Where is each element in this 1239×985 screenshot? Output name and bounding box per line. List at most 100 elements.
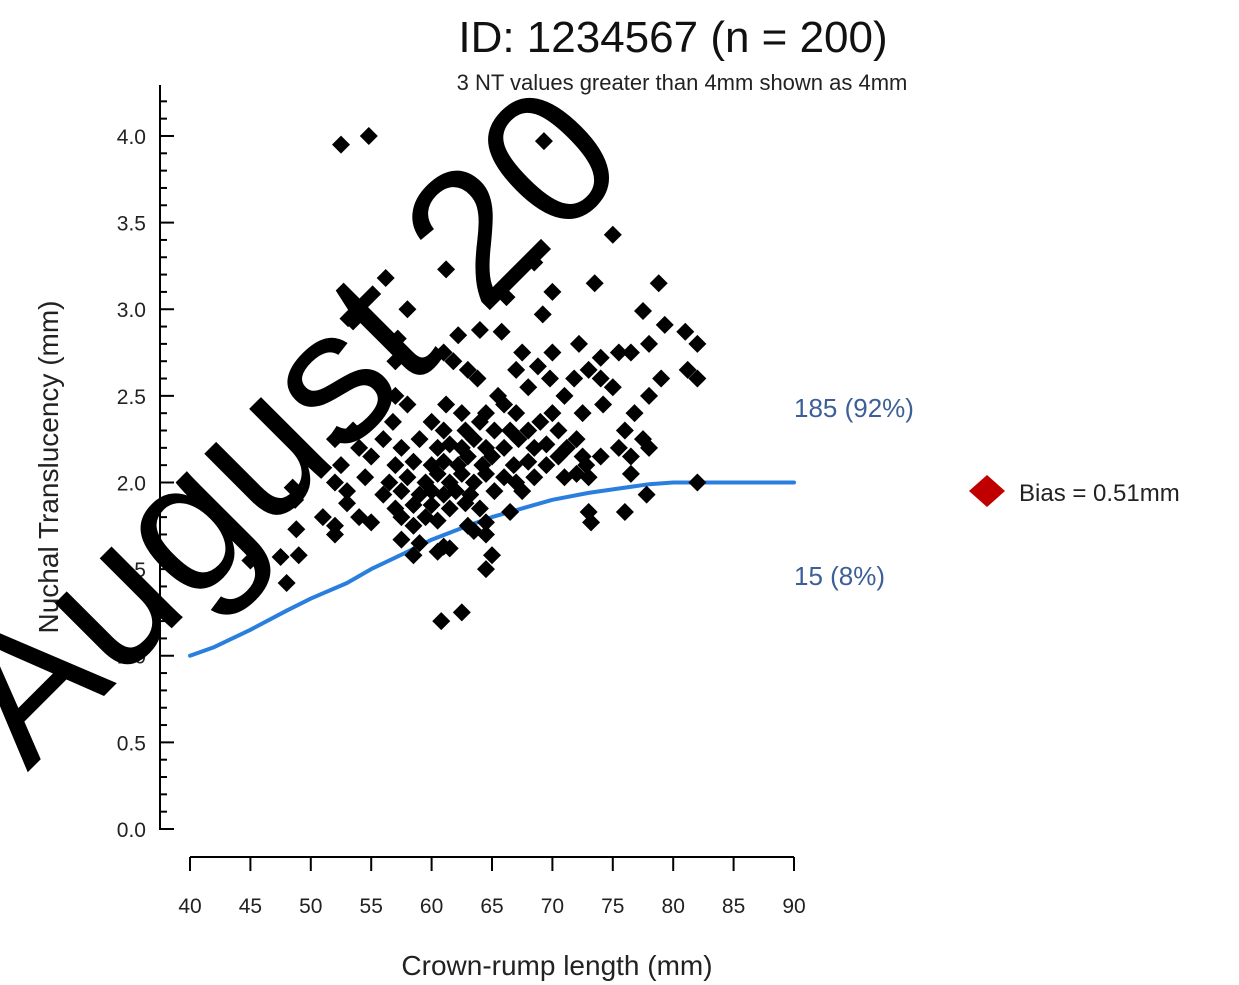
data-point bbox=[497, 288, 516, 307]
data-point bbox=[398, 468, 417, 487]
y-tick-label: 2.5 bbox=[117, 386, 146, 409]
data-point bbox=[332, 456, 350, 475]
data-point bbox=[410, 430, 429, 449]
data-point bbox=[621, 464, 640, 483]
data-point bbox=[591, 348, 610, 367]
data-point bbox=[386, 352, 405, 371]
data-point bbox=[434, 452, 453, 471]
data-point bbox=[485, 482, 504, 501]
x-tick-label: 80 bbox=[662, 895, 685, 918]
data-point bbox=[678, 360, 697, 379]
data-point bbox=[283, 478, 302, 497]
data-point bbox=[525, 468, 544, 487]
data-point bbox=[452, 603, 471, 622]
data-point bbox=[543, 343, 562, 362]
data-point bbox=[495, 438, 514, 457]
data-point bbox=[325, 430, 344, 449]
data-point bbox=[434, 343, 453, 362]
data-point bbox=[567, 430, 586, 449]
data-point bbox=[637, 485, 656, 504]
data-point bbox=[476, 525, 495, 544]
data-point bbox=[458, 360, 477, 379]
data-point bbox=[344, 312, 363, 331]
data-point bbox=[573, 404, 592, 423]
data-point bbox=[513, 343, 532, 362]
data-point bbox=[470, 321, 489, 340]
data-point bbox=[362, 513, 381, 532]
data-point bbox=[495, 395, 514, 414]
data-point bbox=[464, 430, 483, 449]
chart-subtitle: 3 NT values greater than 4mm shown as 4m… bbox=[457, 70, 908, 95]
data-point bbox=[621, 343, 640, 362]
data-point bbox=[615, 421, 634, 440]
data-point bbox=[621, 447, 640, 466]
data-point bbox=[332, 135, 350, 154]
data-point bbox=[519, 378, 538, 397]
data-point bbox=[565, 369, 584, 388]
data-point bbox=[398, 300, 417, 319]
data-point bbox=[609, 343, 628, 362]
data-point bbox=[533, 305, 552, 324]
y-tick-label: 3.5 bbox=[117, 213, 146, 236]
data-point bbox=[470, 412, 489, 431]
data-point bbox=[582, 513, 601, 532]
x-tick-label: 40 bbox=[178, 895, 201, 918]
data-point bbox=[485, 421, 504, 440]
x-tick-label: 50 bbox=[299, 895, 322, 918]
data-point bbox=[444, 352, 463, 371]
data-point bbox=[388, 329, 407, 348]
data-point bbox=[531, 412, 550, 431]
y-tick-label: 4.0 bbox=[117, 126, 146, 149]
data-point bbox=[325, 525, 344, 544]
data-point bbox=[688, 473, 707, 492]
axes: 0.0 0.5 1.0 1.5 2.0 2.5 3.0 3.5 4.0 40 45 50 55 60 65… bbox=[117, 85, 806, 918]
data-point bbox=[579, 360, 598, 379]
data-point bbox=[422, 496, 441, 515]
y-tick-label: 2.0 bbox=[117, 472, 146, 495]
data-point bbox=[640, 438, 659, 457]
x-tick-label: 65 bbox=[480, 895, 503, 918]
data-point bbox=[468, 369, 487, 388]
data-point bbox=[652, 369, 671, 388]
data-point bbox=[688, 369, 707, 388]
legend-diamond-icon bbox=[969, 475, 1005, 507]
data-point bbox=[386, 386, 405, 405]
data-point bbox=[549, 421, 568, 440]
data-point bbox=[470, 499, 489, 518]
data-point bbox=[452, 464, 471, 483]
data-point bbox=[537, 435, 556, 454]
data-point bbox=[476, 464, 495, 483]
data-point bbox=[440, 499, 459, 518]
legend-label: Bias = 0.51mm bbox=[1019, 480, 1180, 507]
data-point bbox=[380, 473, 399, 492]
data-point bbox=[609, 438, 628, 457]
data-point bbox=[437, 395, 456, 414]
data-points bbox=[241, 126, 707, 631]
data-point bbox=[325, 473, 344, 492]
data-point bbox=[676, 322, 695, 341]
data-point bbox=[362, 447, 381, 466]
chart-title: ID: 1234567 (n = 200) bbox=[458, 13, 887, 62]
data-point bbox=[591, 447, 610, 466]
above-count-label: 185 (92%) bbox=[794, 393, 914, 423]
data-point bbox=[434, 421, 453, 440]
data-point bbox=[392, 508, 411, 527]
data-point bbox=[537, 456, 556, 475]
data-point bbox=[540, 369, 559, 388]
data-point bbox=[615, 502, 634, 521]
data-point bbox=[404, 496, 423, 515]
y-tick-label: 1.5 bbox=[117, 559, 146, 582]
data-point bbox=[594, 395, 613, 414]
data-point bbox=[398, 395, 417, 414]
data-point bbox=[509, 430, 528, 449]
x-tick-label: 45 bbox=[239, 895, 262, 918]
y-tick-label: 0.5 bbox=[117, 732, 146, 755]
y-axis-title: Nuchal Translucency (mm) bbox=[33, 301, 64, 634]
x-axis-title: Crown-rump length (mm) bbox=[401, 950, 712, 981]
legend: Bias = 0.51mm bbox=[969, 475, 1180, 507]
data-point bbox=[374, 485, 393, 504]
data-point bbox=[428, 464, 447, 483]
data-point bbox=[428, 511, 447, 530]
data-point bbox=[404, 516, 423, 535]
